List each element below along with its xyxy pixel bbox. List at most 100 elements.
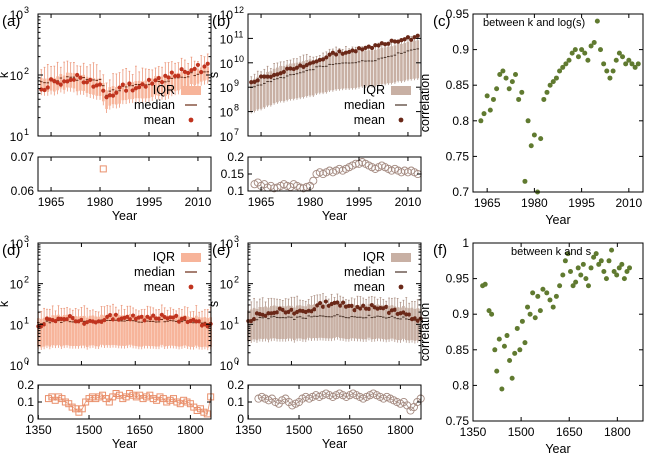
mean-point [291,66,296,72]
legend-mean: mean [144,113,175,127]
iqr-box [126,314,129,346]
correlation-point [527,311,533,317]
mean-point [65,79,70,84]
mean-point [163,73,168,78]
iqr-box [403,43,406,81]
boxes [249,33,420,114]
mean-point [102,318,107,323]
mean-point [314,59,319,64]
mean-point [396,39,401,44]
iqr-box [189,317,192,347]
iqr-box [364,50,367,87]
mean-point [352,308,357,313]
iqr-box [186,71,190,88]
y-tick-exponent: 1 [24,127,29,137]
iqr-box [278,306,282,340]
mean-point [361,303,366,308]
mean-point [294,65,300,70]
x-tick-label: 1995 [346,195,373,209]
mean-point [366,306,372,312]
x-tick-label: 1965 [474,196,501,210]
correlation-point [516,96,522,102]
iqr-box [290,305,293,339]
y-tick-label: 10 [220,57,234,71]
iqr-box [121,83,125,101]
legend-median: median [344,265,385,279]
correlation-point [606,258,612,264]
correlation-point [566,57,572,63]
x-tick-label: 1350 [460,425,487,439]
mean-point [384,304,389,309]
correlation-point [596,261,602,267]
iqr-box [183,72,187,89]
correlation-point [580,261,586,267]
mean-point [366,44,371,49]
iqr-box [114,314,118,346]
iqr-box [60,316,63,347]
correlation-point [557,283,563,289]
mean-point [405,35,411,40]
mean-point [376,43,381,48]
y-tick-exponent: 12 [234,5,244,15]
iqr-box [287,305,290,339]
iqr-box [382,305,385,340]
boxes [36,303,213,351]
iqr-box [71,316,75,347]
iqr-box [321,58,325,93]
iqr-box [272,305,276,339]
correlation-point [494,368,500,374]
iqr-box [157,316,161,347]
correlation-point [632,64,638,70]
iqr-box [361,305,365,340]
correlation-point [525,304,531,310]
y-tick-label: 10 [10,130,24,144]
legend-mean-swatch [398,117,404,123]
mean-point [278,71,283,76]
mean-point [324,55,329,60]
iqr-box [416,40,420,79]
mean-point [42,322,47,327]
iqr-box [197,317,201,347]
y-tick-label: 10 [220,32,234,46]
correlation-point [621,276,627,282]
iqr-box [370,50,374,87]
iqr-box [65,314,69,346]
y-tick-exponent: 2 [24,66,29,76]
iqr-box [384,306,388,340]
y-tick-label: 0.1 [227,395,244,409]
iqr-box [409,41,413,80]
mean-point [156,316,162,321]
iqr-box [54,315,57,346]
x-tick-label: 1800 [177,423,204,437]
iqr-box [74,316,77,346]
iqr-box [353,305,356,339]
mean-point [159,80,165,85]
correlation-point [598,258,604,264]
x-axis-label: Year [545,213,570,227]
mean-point [166,75,171,80]
correlation-point [513,72,518,78]
mean-point [133,86,139,91]
iqr-box [387,46,390,84]
iqr-box [364,305,368,340]
correlation-point [553,293,559,299]
mean-point [176,319,182,324]
panel-label: (d) [2,242,20,259]
iqr-box [140,316,144,347]
mean-point [262,74,267,79]
correlation-point [591,254,597,260]
iqr-box [321,303,325,338]
iqr-box [163,316,166,347]
iqr-box [75,76,79,92]
iqr-box [406,41,410,80]
mean-point [53,319,58,324]
mean-point [379,41,384,46]
y-tick-label: 0.95 [446,7,470,21]
correlation-point [624,268,630,274]
iqr-box [199,67,203,82]
plot-frame [472,242,644,422]
mean-point [258,74,264,79]
correlation-point [522,178,528,184]
correlation-point [579,47,585,53]
iqr-box [154,76,157,96]
